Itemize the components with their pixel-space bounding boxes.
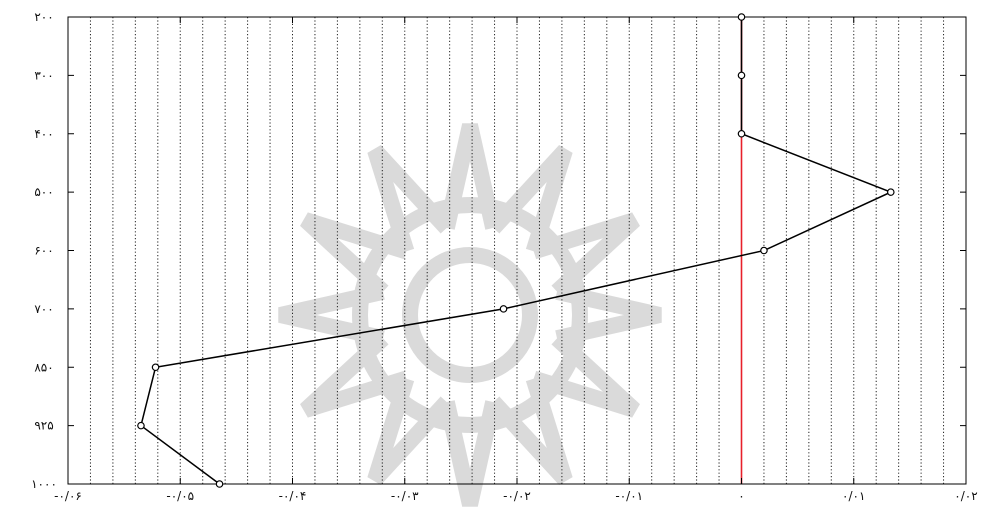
rosette-petal: [439, 123, 501, 230]
x-tick-label: -۰/۰۴: [279, 489, 307, 503]
data-point: [886, 188, 895, 196]
x-tick-labels: -۰/۰۶ -۰/۰۵ -۰/۰۴ -۰/۰۳ -۰/۰۲ -۰/۰۱ ۰ ۰/۰۱ ۰/۰۲: [54, 489, 978, 503]
rosette-petal: [367, 376, 453, 485]
rosette-petal: [300, 332, 409, 418]
data-point: [737, 13, 746, 21]
y-tick-labels: ۲۰۰ ۳۰۰ ۴۰۰ ۵۰۰ ۶۰۰ ۷۰۰ ۸۵۰ ۹۲۵ ۱۰۰۰: [31, 10, 57, 491]
y-tick-label: ۶۰۰: [34, 244, 53, 258]
x-tick-label: -۰/۰۶: [54, 489, 82, 503]
data-point: [151, 363, 160, 372]
y-tick-label: ۳۰۰: [34, 68, 53, 82]
rosette-petal: [439, 400, 501, 507]
data-point: [760, 246, 768, 255]
data-point: [215, 480, 224, 488]
data-point: [499, 305, 508, 313]
series-profile: [137, 13, 895, 488]
y-tick-label: ۵۰۰: [34, 185, 53, 199]
data-point: [137, 421, 145, 430]
rosette-petal: [555, 284, 662, 346]
rosette-shape: [278, 123, 662, 507]
x-tick-label: -۰/۰۲: [503, 489, 531, 503]
rosette-petal: [531, 212, 640, 298]
x-tick-label: -۰/۰۳: [391, 489, 419, 503]
x-tick-label: ۰: [738, 489, 744, 503]
y-tick-label: ۷۰۰: [34, 302, 53, 316]
x-tick-label: -۰/۰۱: [615, 489, 643, 503]
rosette-petal: [278, 284, 385, 346]
rosette-petal: [487, 145, 573, 254]
y-tick-label: ۸۵۰: [34, 360, 53, 374]
x-tick-label: -۰/۰۵: [166, 489, 194, 503]
axis-ticks: [67, 16, 967, 485]
data-point: [737, 71, 746, 80]
rosette-ring-outer: [352, 197, 588, 433]
x-tick-label: ۰/۰۲: [954, 489, 977, 503]
rosette-petal: [300, 212, 409, 298]
rosette-ring-inner: [402, 247, 538, 383]
rosette-petal: [367, 145, 453, 254]
rosette-petal: [487, 376, 573, 485]
y-tick-label: ۲۰۰: [34, 10, 53, 24]
rosette-petal: [531, 332, 640, 418]
watermark-emblem: [278, 123, 662, 507]
y-tick-label: ۹۲۵: [34, 419, 53, 433]
data-point: [737, 129, 746, 138]
y-tick-label: ۱۰۰۰: [31, 477, 57, 491]
y-tick-label: ۴۰۰: [34, 127, 53, 141]
x-tick-label: ۰/۰۱: [842, 489, 865, 503]
